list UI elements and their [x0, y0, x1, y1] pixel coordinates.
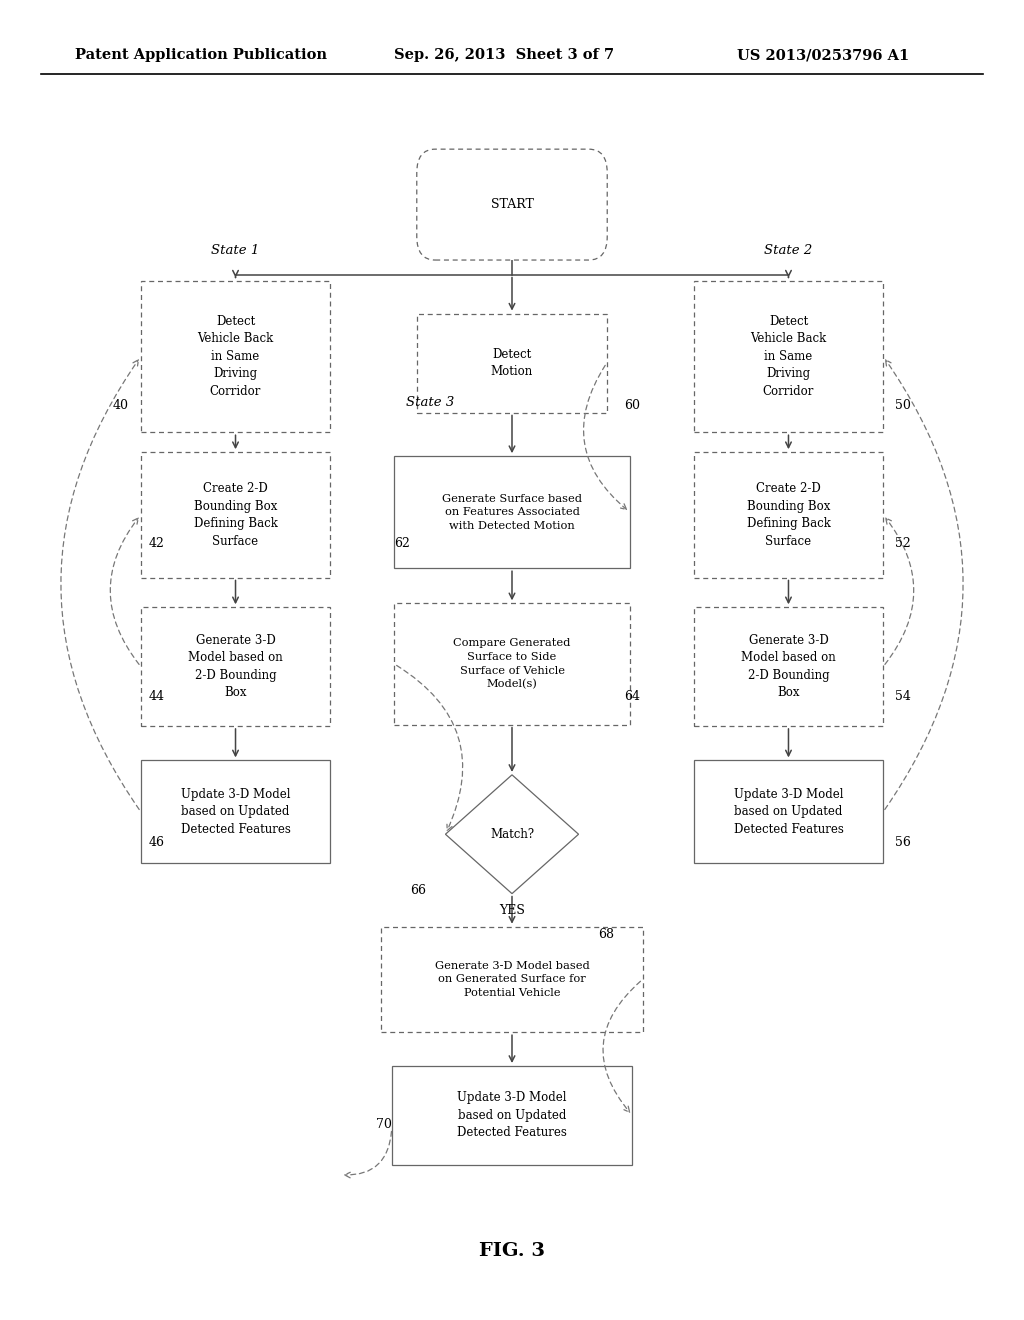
Text: 40: 40	[113, 399, 129, 412]
Text: Detect
Motion: Detect Motion	[490, 347, 534, 379]
Text: Generate 3-D
Model based on
2-D Bounding
Box: Generate 3-D Model based on 2-D Bounding…	[188, 634, 283, 700]
Text: FIG. 3: FIG. 3	[479, 1242, 545, 1261]
Text: State 2: State 2	[764, 244, 813, 257]
FancyBboxPatch shape	[394, 603, 630, 725]
FancyBboxPatch shape	[694, 281, 883, 433]
Text: 60: 60	[624, 399, 640, 412]
FancyBboxPatch shape	[391, 1067, 632, 1166]
FancyBboxPatch shape	[418, 314, 606, 412]
Text: 42: 42	[148, 537, 165, 550]
FancyBboxPatch shape	[417, 149, 607, 260]
Text: 68: 68	[598, 928, 614, 941]
Text: Sep. 26, 2013  Sheet 3 of 7: Sep. 26, 2013 Sheet 3 of 7	[394, 49, 614, 62]
Text: State 3: State 3	[406, 396, 455, 409]
FancyBboxPatch shape	[694, 607, 883, 726]
Text: 52: 52	[895, 537, 911, 550]
Text: 70: 70	[376, 1118, 392, 1131]
FancyBboxPatch shape	[141, 760, 330, 863]
Text: Generate 3-D Model based
on Generated Surface for
Potential Vehicle: Generate 3-D Model based on Generated Su…	[434, 961, 590, 998]
FancyBboxPatch shape	[394, 457, 630, 568]
Text: Update 3-D Model
based on Updated
Detected Features: Update 3-D Model based on Updated Detect…	[457, 1092, 567, 1139]
Text: 62: 62	[394, 537, 411, 550]
Text: START: START	[490, 198, 534, 211]
FancyBboxPatch shape	[141, 451, 330, 578]
FancyBboxPatch shape	[694, 760, 883, 863]
FancyBboxPatch shape	[694, 451, 883, 578]
Text: 46: 46	[148, 836, 165, 849]
Text: 64: 64	[624, 690, 640, 704]
Text: Create 2-D
Bounding Box
Defining Back
Surface: Create 2-D Bounding Box Defining Back Su…	[194, 482, 278, 548]
Text: Create 2-D
Bounding Box
Defining Back
Surface: Create 2-D Bounding Box Defining Back Su…	[746, 482, 830, 548]
Text: Patent Application Publication: Patent Application Publication	[75, 49, 327, 62]
Text: YES: YES	[499, 904, 525, 917]
Text: 50: 50	[895, 399, 911, 412]
Text: Compare Generated
Surface to Side
Surface of Vehicle
Model(s): Compare Generated Surface to Side Surfac…	[454, 639, 570, 689]
Text: State 1: State 1	[211, 244, 260, 257]
Text: Detect
Vehicle Back
in Same
Driving
Corridor: Detect Vehicle Back in Same Driving Corr…	[751, 315, 826, 397]
Text: 54: 54	[895, 690, 911, 704]
Text: Update 3-D Model
based on Updated
Detected Features: Update 3-D Model based on Updated Detect…	[733, 788, 844, 836]
Text: 66: 66	[410, 884, 426, 898]
Text: Generate Surface based
on Features Associated
with Detected Motion: Generate Surface based on Features Assoc…	[442, 494, 582, 531]
FancyBboxPatch shape	[141, 607, 330, 726]
Text: Detect
Vehicle Back
in Same
Driving
Corridor: Detect Vehicle Back in Same Driving Corr…	[198, 315, 273, 397]
FancyBboxPatch shape	[141, 281, 330, 433]
Text: Match?: Match?	[489, 828, 535, 841]
Polygon shape	[445, 775, 579, 894]
FancyBboxPatch shape	[381, 927, 643, 1032]
Text: US 2013/0253796 A1: US 2013/0253796 A1	[737, 49, 909, 62]
Text: 56: 56	[895, 836, 911, 849]
Text: 44: 44	[148, 690, 165, 704]
Text: Update 3-D Model
based on Updated
Detected Features: Update 3-D Model based on Updated Detect…	[180, 788, 291, 836]
Text: Generate 3-D
Model based on
2-D Bounding
Box: Generate 3-D Model based on 2-D Bounding…	[741, 634, 836, 700]
